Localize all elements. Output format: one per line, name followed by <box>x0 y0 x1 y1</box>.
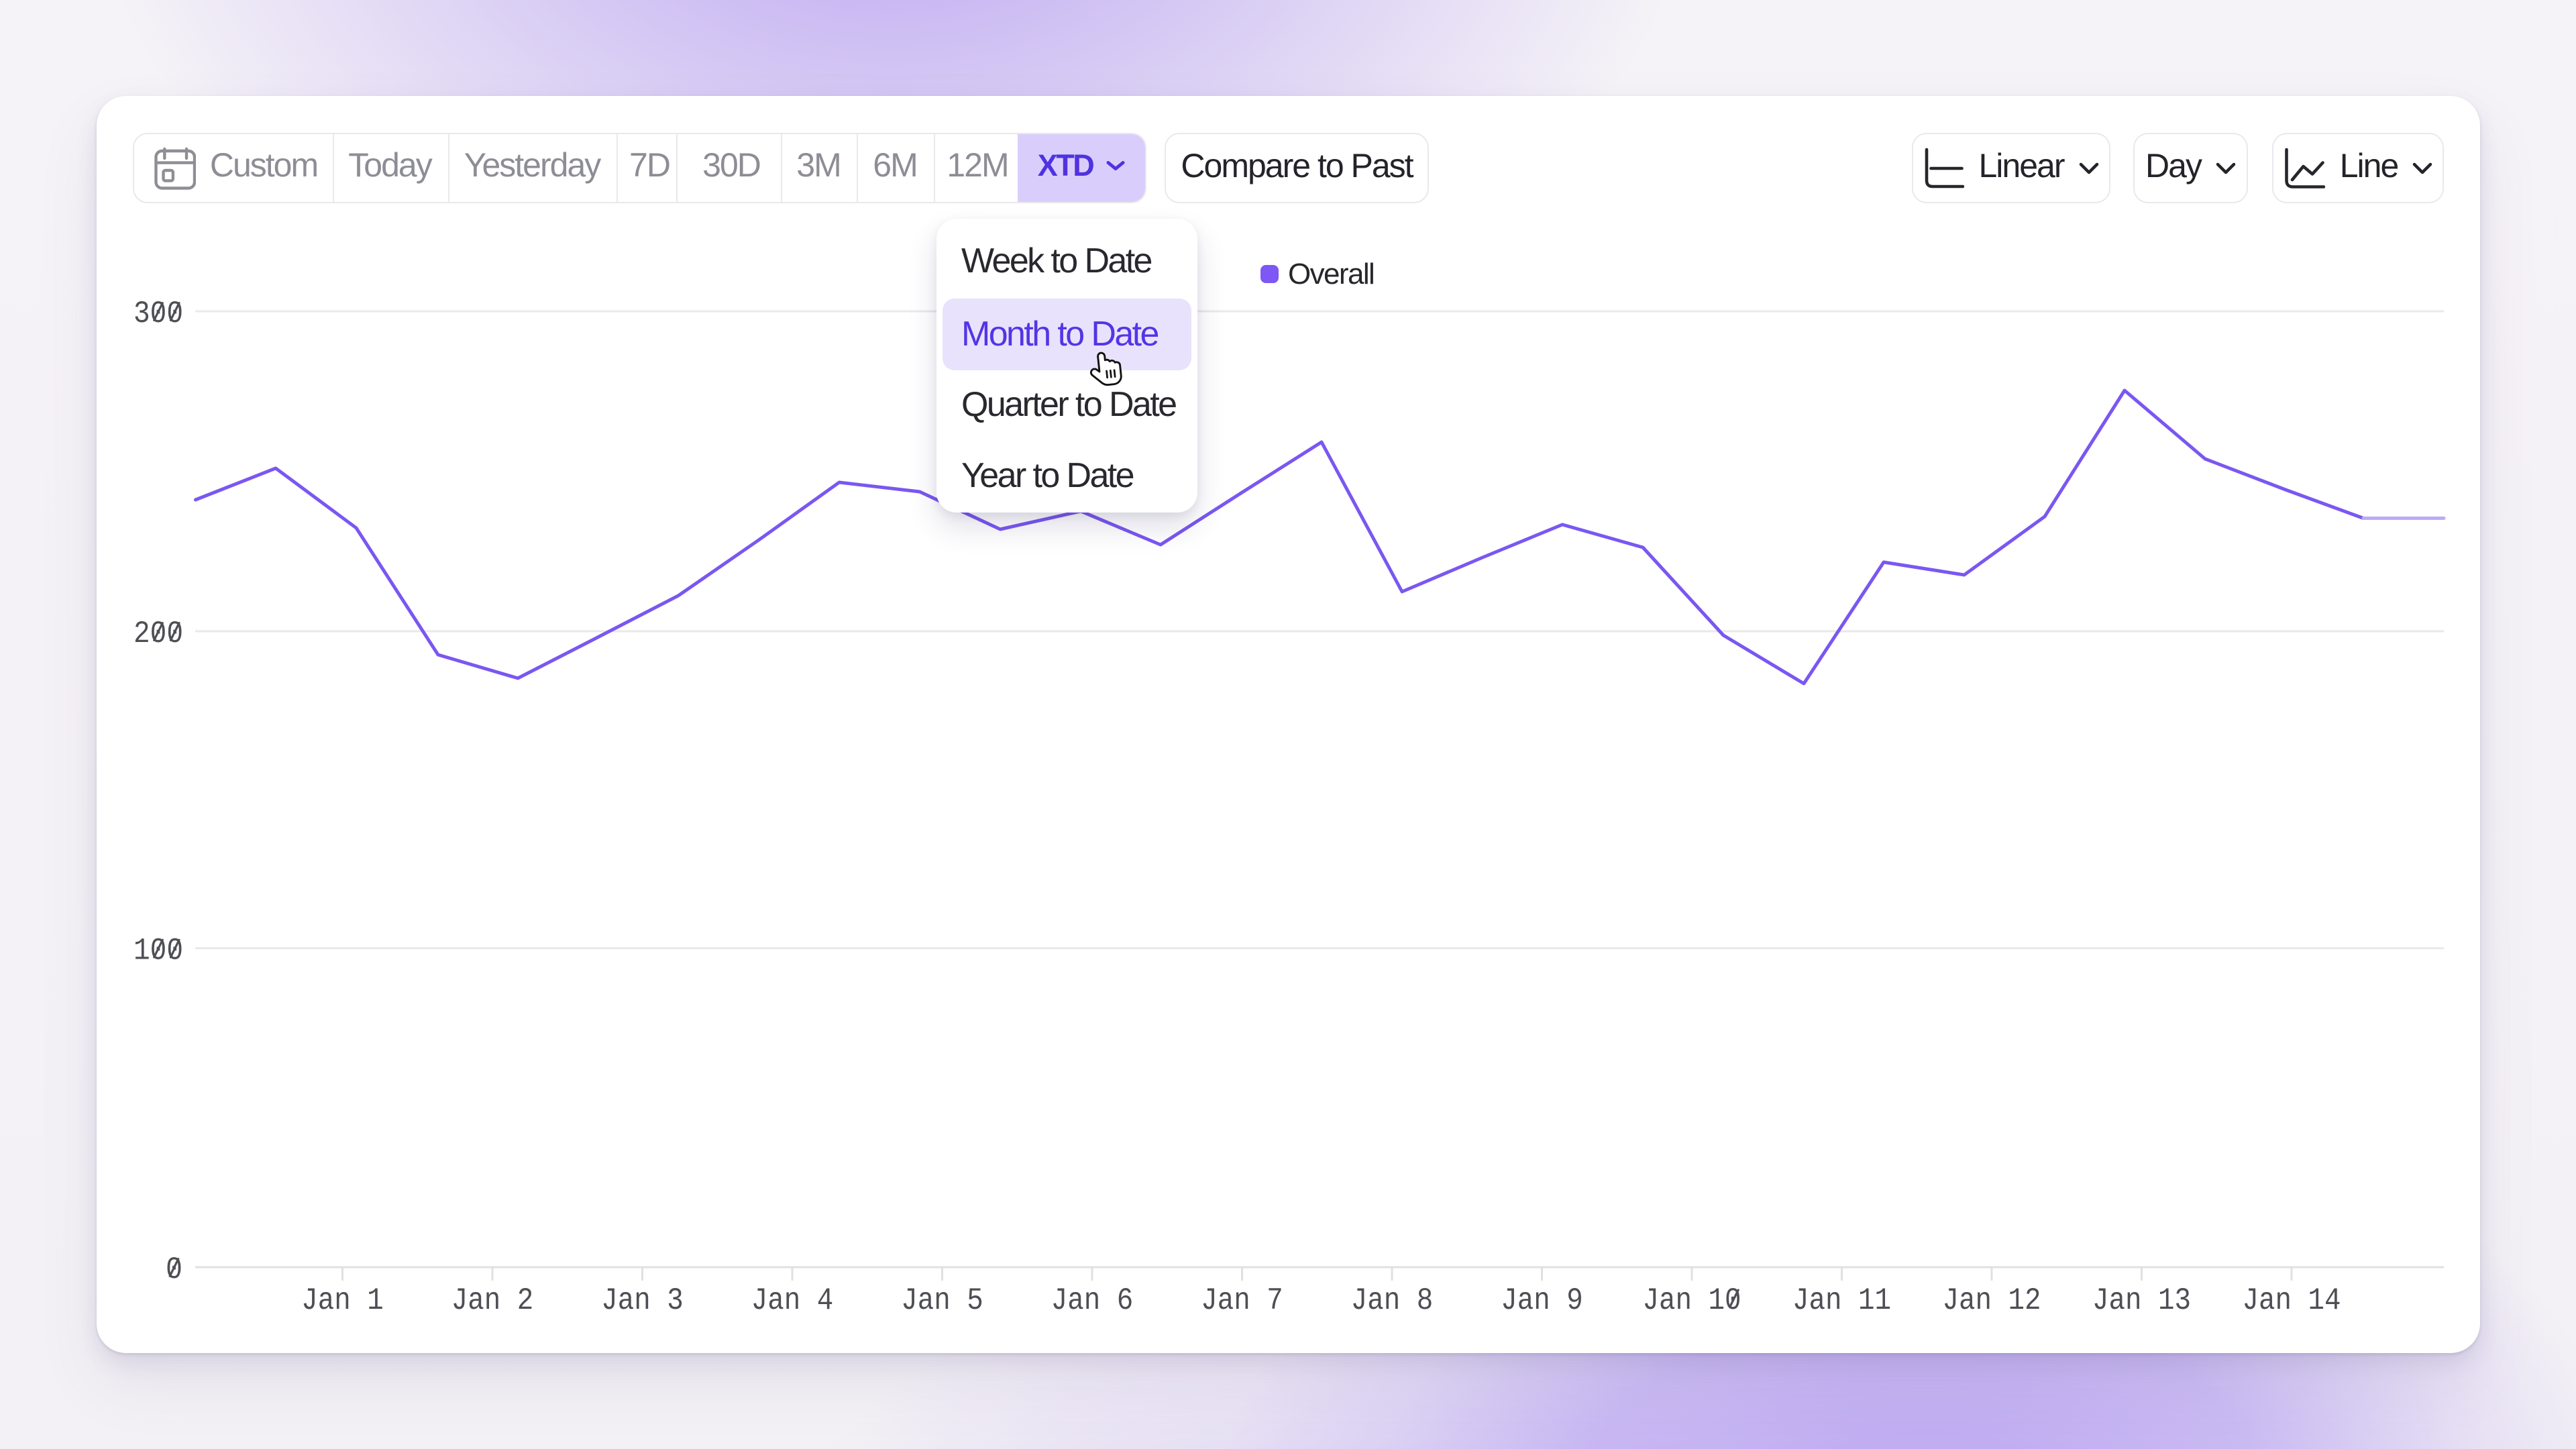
svg-text:Jan 11: Jan 11 <box>1792 1283 1891 1318</box>
svg-text:Jan 9: Jan 9 <box>1501 1283 1583 1318</box>
svg-text:Jan 3: Jan 3 <box>601 1283 684 1318</box>
svg-text:Overall: Overall <box>1288 258 1374 290</box>
svg-text:Jan 7: Jan 7 <box>1201 1283 1283 1318</box>
svg-text:Jan 12: Jan 12 <box>1943 1283 2041 1318</box>
svg-text:Jan 2: Jan 2 <box>451 1283 534 1318</box>
svg-text:Jan 5: Jan 5 <box>901 1283 983 1318</box>
svg-text:Jan 10: Jan 10 <box>1643 1283 1741 1318</box>
svg-text:Jan 6: Jan 6 <box>1051 1283 1134 1318</box>
svg-text:Jan 4: Jan 4 <box>751 1283 834 1318</box>
svg-text:Jan 8: Jan 8 <box>1351 1283 1434 1318</box>
svg-text:Jan 13: Jan 13 <box>2092 1283 2191 1318</box>
svg-text:Jan 14: Jan 14 <box>2243 1283 2341 1318</box>
svg-text:Jan 1: Jan 1 <box>301 1283 384 1318</box>
